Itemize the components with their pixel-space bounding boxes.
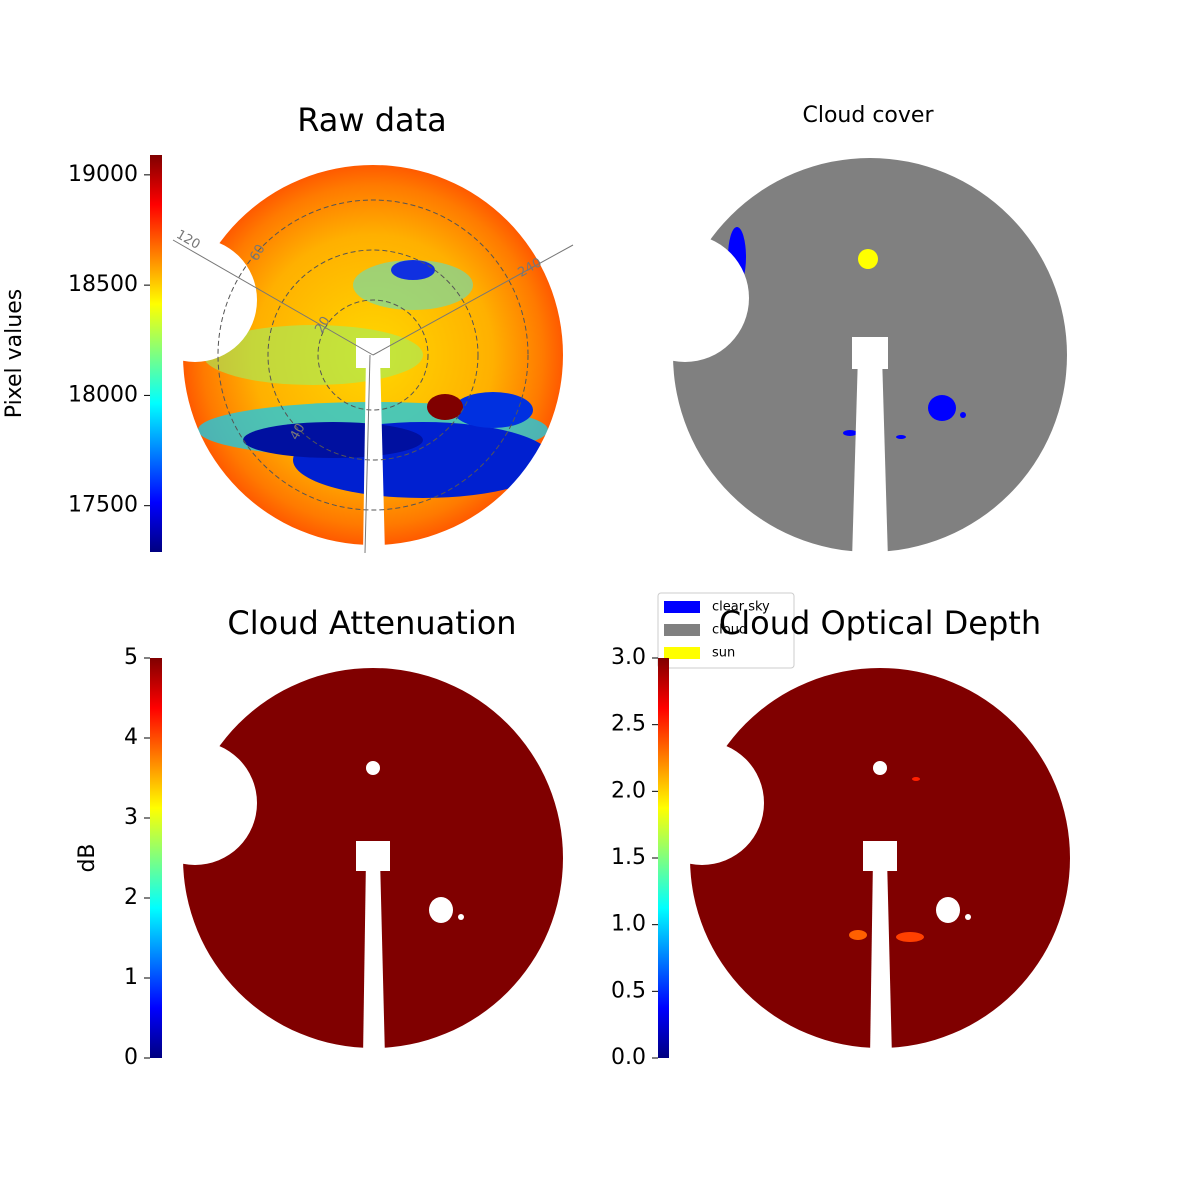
colorbar-tick-label: 0.0 bbox=[611, 1045, 646, 1070]
raw-image bbox=[172, 155, 574, 555]
colorbar bbox=[150, 658, 162, 1058]
colorbar-tick-label: 18000 bbox=[68, 382, 138, 407]
panel-title: Raw data bbox=[297, 101, 447, 139]
colorbar-tick-label: 0.5 bbox=[611, 978, 646, 1003]
colorbar-tick-label: 1.0 bbox=[611, 912, 646, 937]
colorbar-tick-label: 2.0 bbox=[611, 778, 646, 803]
colorbar-tick-label: 2.5 bbox=[611, 712, 646, 737]
colorbar-tick-label: 1.5 bbox=[611, 845, 646, 870]
colorbar-tick-label: 3 bbox=[124, 805, 138, 830]
legend-label: sun bbox=[712, 646, 735, 661]
legend-label: cloud bbox=[712, 623, 747, 638]
colorbar-label: dB bbox=[75, 843, 100, 872]
colorbar-tick-label: 18500 bbox=[68, 272, 138, 297]
optical-depth-image bbox=[680, 658, 1080, 1058]
colorbar-tick-label: 1 bbox=[124, 965, 138, 990]
colorbar-tick-label: 0 bbox=[124, 1045, 138, 1070]
polar-label: 20 bbox=[312, 314, 333, 336]
legend-patch bbox=[664, 647, 700, 659]
panel-title: Cloud Attenuation bbox=[227, 604, 516, 642]
colorbar-tick-label: 2 bbox=[124, 885, 138, 910]
cloud-cover-image bbox=[660, 145, 1080, 565]
colorbar-label: Pixel values bbox=[2, 289, 27, 418]
colorbar-tick-label: 5 bbox=[124, 645, 138, 670]
polar-label: 60 bbox=[247, 242, 268, 264]
legend-patch bbox=[664, 624, 700, 636]
colorbar-tick-label: 17500 bbox=[68, 493, 138, 518]
legend-patch bbox=[664, 601, 700, 613]
legend-label: clear sky bbox=[712, 600, 770, 615]
panel-title: Cloud Optical Depth bbox=[719, 604, 1041, 642]
colorbar-tick-label: 19000 bbox=[68, 162, 138, 187]
polar-label: 40 bbox=[287, 421, 308, 443]
panel-title: Cloud cover bbox=[803, 103, 935, 128]
colorbar-tick-label: 4 bbox=[124, 725, 138, 750]
colorbar-tick-label: 3.0 bbox=[611, 645, 646, 670]
colorbar bbox=[658, 658, 669, 1058]
attenuation-image bbox=[173, 658, 573, 1058]
colorbar bbox=[150, 155, 162, 552]
